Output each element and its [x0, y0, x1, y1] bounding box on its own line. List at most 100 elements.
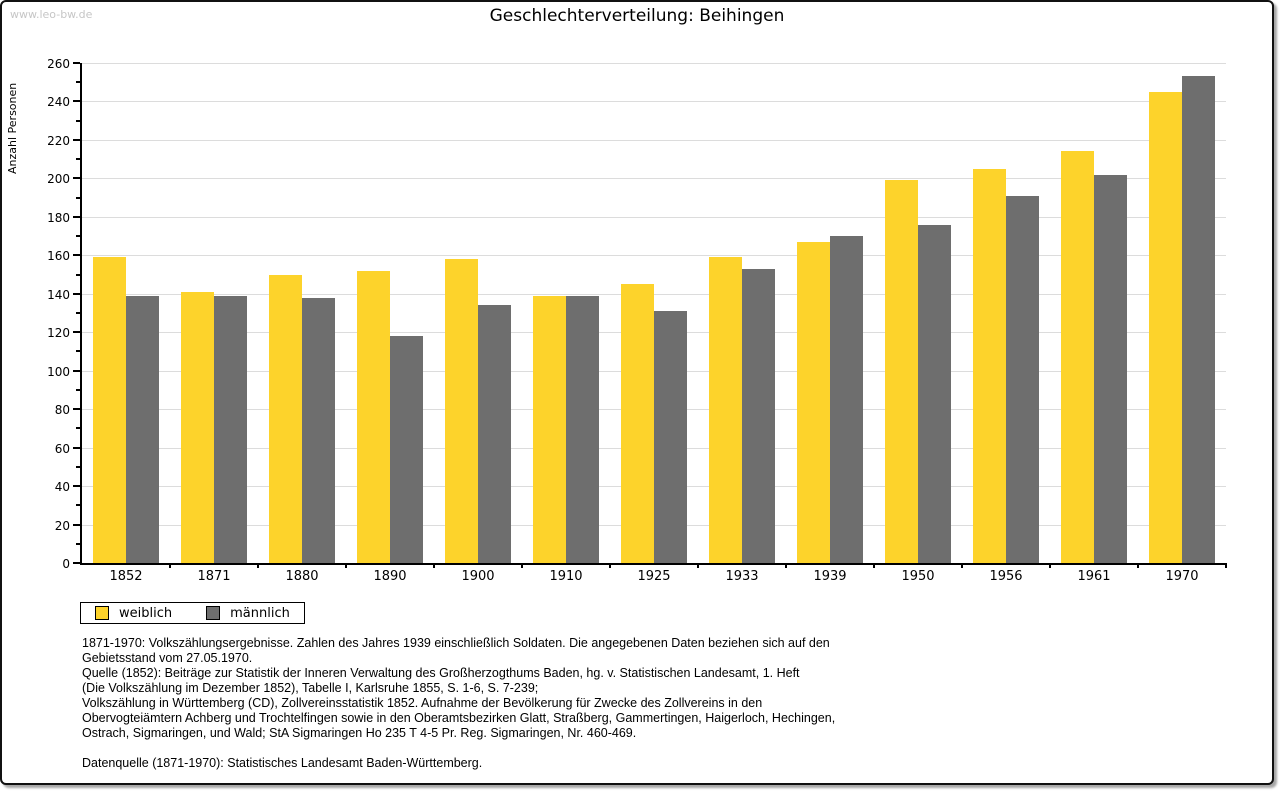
- bar-weiblich-1910: [533, 295, 566, 563]
- y-tick-label-180: 180: [47, 210, 70, 225]
- bar-group-1950: [874, 63, 962, 563]
- bar-männlich-1939: [830, 236, 863, 563]
- y-tick-major-200: [73, 177, 80, 180]
- y-tick-major-140: [73, 292, 80, 295]
- bar-weiblich-1880: [269, 274, 302, 563]
- bar-männlich-1910: [566, 295, 599, 563]
- bar-weiblich-1852: [93, 257, 126, 563]
- bar-männlich-1852: [126, 295, 159, 563]
- legend-box: weiblich männlich: [80, 602, 305, 624]
- x-tick-label-1900: 1900: [461, 569, 495, 584]
- y-tick-label-120: 120: [47, 326, 70, 341]
- y-tick-major-260: [73, 62, 80, 64]
- x-tick-label-1970: 1970: [1165, 569, 1199, 584]
- x-tick-10: [1049, 563, 1051, 568]
- y-tick-label-200: 200: [47, 172, 70, 187]
- x-tick-8: [873, 563, 875, 568]
- x-tick-label-1852: 1852: [109, 569, 143, 584]
- bar-männlich-1900: [478, 305, 511, 563]
- y-tick-minor-230: [76, 119, 80, 122]
- footnote-line-2: Gebietsstand vom 27.05.1970.: [82, 651, 253, 665]
- footnote-line-8: [82, 741, 942, 756]
- legend-swatch-weiblich: [95, 606, 109, 620]
- bar-weiblich-1871: [181, 291, 214, 563]
- x-tick-label-1950: 1950: [901, 569, 935, 584]
- bar-männlich-1925: [654, 311, 687, 563]
- legend-item-männlich: männlich: [206, 606, 290, 621]
- footnote-line-5: Volkszählung in Württemberg (CD), Zollve…: [82, 696, 763, 710]
- bar-männlich-1933: [742, 268, 775, 563]
- y-tick-minor-90: [76, 388, 80, 391]
- legend-label: weiblich: [119, 605, 173, 621]
- x-tick-label-1933: 1933: [725, 569, 759, 584]
- bar-group-1939: [786, 63, 874, 563]
- bar-weiblich-1890: [357, 270, 390, 563]
- bar-group-1956: [962, 63, 1050, 563]
- bar-männlich-1970: [1182, 76, 1215, 563]
- y-tick-major-120: [73, 331, 80, 334]
- y-tick-minor-10: [76, 542, 80, 545]
- footnote-line-3: Quelle (1852): Beiträge zur Statistik de…: [82, 666, 800, 680]
- bar-group-1871: [170, 63, 258, 563]
- y-tick-label-140: 140: [47, 287, 70, 302]
- y-tick-minor-50: [76, 465, 80, 468]
- y-tick-major-40: [73, 485, 80, 488]
- y-tick-minor-110: [76, 350, 80, 353]
- footnote-line-4: (Die Volkszählung im Dezember 1852), Tab…: [82, 681, 539, 695]
- x-tick-label-1956: 1956: [989, 569, 1023, 584]
- bar-männlich-1950: [918, 224, 951, 563]
- y-tick-major-160: [73, 254, 80, 257]
- x-tick-4: [521, 563, 523, 568]
- bar-weiblich-1961: [1061, 151, 1094, 563]
- bar-weiblich-1970: [1149, 91, 1182, 563]
- source-footnotes: 1871-1970: Volkszählungsergebnisse. Zahl…: [82, 636, 942, 771]
- y-tick-major-80: [73, 408, 80, 411]
- y-tick-major-180: [73, 215, 80, 218]
- gridline-140: [82, 293, 1226, 295]
- y-tick-label-80: 80: [54, 403, 70, 418]
- y-tick-major-20: [73, 523, 80, 526]
- y-tick-label-60: 60: [54, 441, 70, 456]
- bar-group-1890: [346, 63, 434, 563]
- x-tick-7: [785, 563, 787, 568]
- x-tick-label-1961: 1961: [1077, 569, 1111, 584]
- y-tick-label-100: 100: [47, 364, 70, 379]
- x-tick-3: [433, 563, 435, 568]
- y-tick-minor-130: [76, 312, 80, 314]
- y-axis-title: Anzahl Personen: [6, 82, 19, 174]
- bar-group-1852: [82, 63, 170, 563]
- x-tick-label-1880: 1880: [285, 569, 319, 584]
- bar-männlich-1890: [390, 336, 423, 563]
- x-tick-0: [169, 563, 171, 568]
- y-tick-label-40: 40: [54, 480, 70, 495]
- bar-männlich-1956: [1006, 195, 1039, 563]
- y-tick-minor-30: [76, 504, 80, 507]
- gridline-220: [82, 139, 1226, 141]
- gridline-260: [82, 63, 1226, 64]
- x-tick-label-1910: 1910: [549, 569, 583, 584]
- y-tick-major-100: [73, 369, 80, 372]
- plot-area: 0 20 40 60 80 100 120 140 160 180 200 220 240 260 1852…: [47, 57, 1227, 584]
- y-tick-minor-170: [76, 235, 80, 238]
- y-tick-label-20: 20: [54, 518, 70, 533]
- y-tick-label-220: 220: [47, 133, 70, 148]
- chart-title: Geschlechterverteilung: Beihingen: [489, 6, 785, 26]
- x-tick-11: [1137, 563, 1139, 568]
- x-tick-label-1939: 1939: [813, 569, 847, 584]
- bar-weiblich-1939: [797, 241, 830, 563]
- x-tick-1: [257, 563, 259, 568]
- y-tick-minor-70: [76, 427, 80, 430]
- x-tick-label-1871: 1871: [197, 569, 231, 584]
- x-tick-2: [345, 563, 347, 568]
- bar-group-1961: [1050, 63, 1138, 563]
- bar-group-1925: [610, 63, 698, 563]
- legend-label: männlich: [230, 605, 290, 621]
- x-tick-label-1890: 1890: [373, 569, 407, 584]
- y-tick-minor-250: [76, 81, 80, 84]
- bar-weiblich-1900: [445, 259, 478, 563]
- x-tick-12: [1225, 563, 1227, 568]
- y-tick-label-160: 160: [47, 249, 70, 264]
- bar-weiblich-1950: [885, 180, 918, 563]
- y-tick-minor-150: [76, 273, 80, 276]
